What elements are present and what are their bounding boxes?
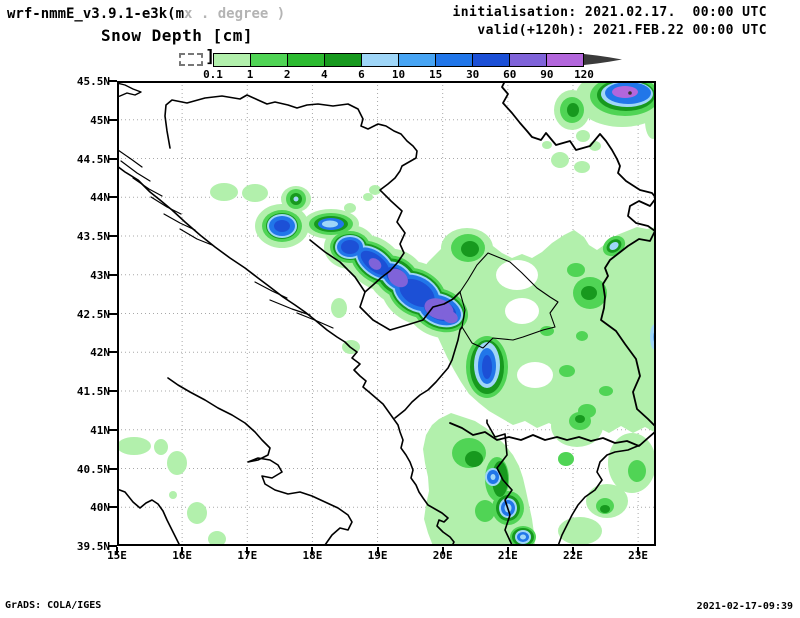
model-title-units-note: x . degree )	[184, 6, 286, 22]
lat-axis-label: 44N	[90, 191, 110, 205]
lat-axis-label: 41.5N	[76, 385, 110, 398]
colorbar-segment	[473, 54, 510, 66]
colorbar-segment	[251, 54, 288, 66]
macedonia-greece-border	[449, 422, 656, 447]
lon-tick	[571, 547, 574, 554]
colorbar-level-label: 4	[320, 68, 328, 81]
lon-tick	[311, 547, 314, 554]
model-title: wrf-nmmE_v3.9.1-e3k(mx . degree )	[7, 6, 285, 22]
lat-axis-label: 40N	[90, 501, 110, 515]
colorbar-segment	[547, 54, 583, 66]
montenegro-albania-border	[394, 326, 463, 419]
snow-free-holes	[496, 260, 570, 492]
lat-tick	[109, 157, 117, 160]
lon-axis-label: 21E	[497, 549, 518, 562]
colorbar-segment	[436, 54, 473, 66]
lat-tick	[109, 351, 117, 354]
colorbar-level-label: 90	[540, 68, 554, 81]
lon-tick	[116, 547, 118, 554]
lat-axis-label: 44.5N	[76, 152, 110, 166]
lat-tick	[109, 467, 117, 470]
colorbar-level-label: 2	[283, 68, 291, 81]
snow-shading-purple	[368, 86, 638, 324]
greece-coast	[557, 444, 641, 546]
italy-adriatic-coast	[167, 377, 353, 546]
lon-axis-label: 19E	[367, 549, 388, 562]
lat-tick	[109, 506, 117, 509]
colorbar-segment	[362, 54, 399, 66]
lon-axis-label: 22E	[563, 549, 583, 562]
colorbar-level-label: 120	[574, 68, 594, 81]
lon-axis-label: 15E	[107, 549, 127, 562]
albania-greece-border	[486, 419, 514, 546]
colorbar-level-label: 10	[391, 68, 406, 81]
lat-axis-label: 45.5N	[76, 75, 110, 88]
lat-tick	[109, 428, 117, 431]
colorbar-overflow-arrow	[584, 54, 622, 65]
colorbar-bracket: ]	[205, 47, 216, 67]
italy-south-coast	[117, 488, 181, 546]
lat-axis-label: 41N	[90, 423, 110, 437]
lat-tick	[109, 390, 117, 392]
lon-tick	[637, 547, 640, 554]
lat-axis-label: 42N	[90, 346, 110, 360]
lat-axis-label: 42.5N	[76, 307, 110, 321]
colorbar-level-label: 6	[358, 68, 365, 81]
map-frame	[117, 81, 656, 546]
lon-axis-label: 23E	[628, 549, 649, 562]
lat-tick	[109, 273, 117, 276]
islands	[117, 149, 334, 329]
colorbar-segment	[510, 54, 547, 66]
colorbar-level-label: 15	[428, 68, 443, 81]
lon-tick	[506, 547, 509, 554]
lat-axis-label: 39.5N	[76, 540, 110, 553]
lat-axis-label: 43.5N	[76, 230, 110, 243]
lon-tick	[181, 547, 184, 554]
lon-tick	[376, 547, 379, 554]
lon-axis-label: 17E	[237, 549, 258, 562]
adriatic-coast	[117, 165, 455, 546]
lat-axis-label: 40.5N	[76, 462, 110, 476]
colorbar-below-range-box	[179, 53, 203, 66]
colorbar-level-label: 0.1	[203, 68, 223, 81]
lat-axis-label: 43N	[90, 268, 110, 282]
colorbar-segment	[214, 54, 251, 66]
model-title-main: wrf-nmmE_v3.9.1-e3k(m	[7, 6, 185, 22]
snow-shading-cores	[293, 196, 526, 540]
lon-axis-label: 18E	[302, 549, 323, 562]
colorbar-segment	[399, 54, 436, 66]
plot-variable-title: Snow Depth [cm]	[101, 26, 253, 45]
lat-tick	[109, 80, 117, 82]
coastlines-and-borders	[117, 81, 656, 546]
grads-credit: GrADS: COLA/IGES	[5, 600, 102, 611]
lon-tick	[246, 547, 249, 554]
croatia-bosnia-border	[164, 94, 461, 331]
bosnia-montenegro-border	[309, 239, 366, 293]
lon-axis-label: 16E	[172, 549, 193, 562]
lat-tick	[109, 235, 117, 237]
colorbar-level-label: 60	[503, 68, 517, 81]
colorbar-level-label: 30	[466, 68, 480, 81]
danube-serbia-border	[501, 81, 656, 428]
lat-tick	[109, 545, 117, 547]
colorbar-segment	[288, 54, 325, 66]
kosovo-border	[459, 252, 559, 349]
creation-timestamp: 2021-02-17-09:39	[696, 601, 793, 612]
lat-axis-label: 45N	[90, 113, 110, 127]
initialisation-time: initialisation: 2021.02.17. 00:00 UTC	[452, 5, 767, 20]
lon-tick	[441, 547, 444, 554]
istria-coast	[117, 82, 142, 98]
snow-depth-map	[117, 81, 656, 546]
colorbar-segment	[325, 54, 362, 66]
colorbar-level-label: 1	[246, 68, 254, 81]
lat-tick	[109, 118, 117, 121]
lon-axis-label: 20E	[432, 549, 453, 562]
colorbar	[213, 53, 584, 67]
lat-tick	[109, 312, 117, 315]
valid-time: valid(+120h): 2021.FEB.22 00:00 UTC	[477, 23, 767, 38]
lat-tick	[109, 196, 117, 199]
